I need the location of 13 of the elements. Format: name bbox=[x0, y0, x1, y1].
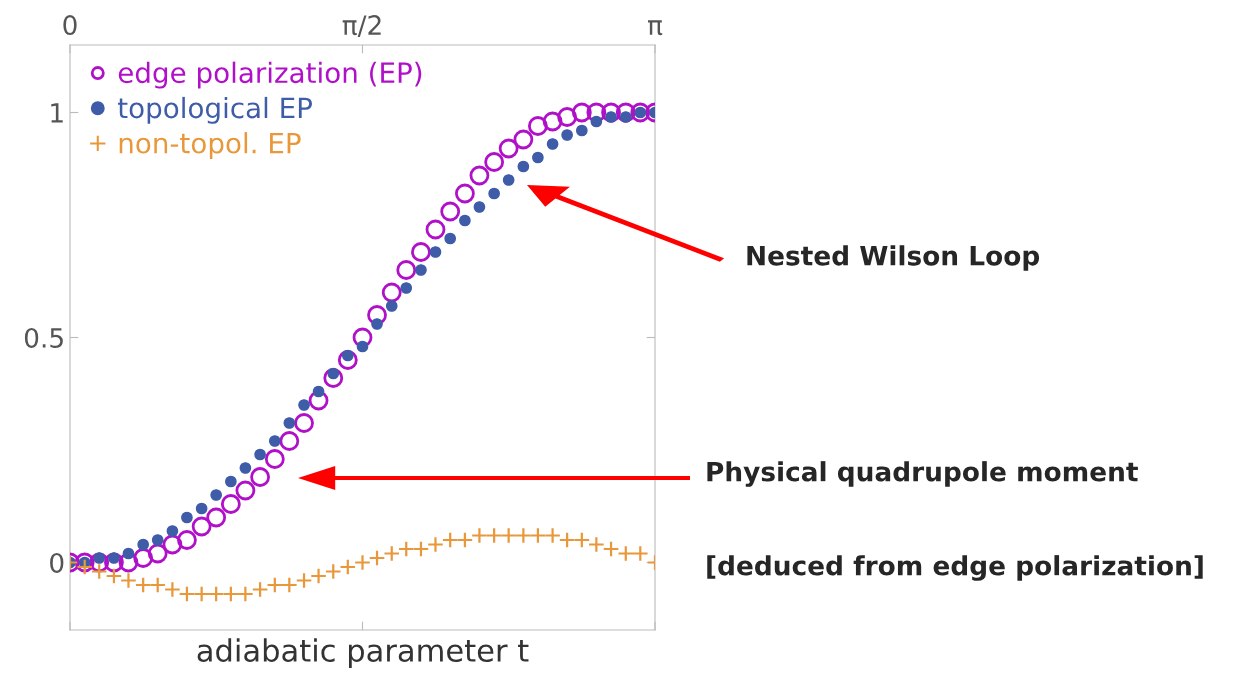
text: Physical quadrupole moment bbox=[707, 461, 1138, 487]
x-tick-label: 0 bbox=[63, 15, 77, 36]
text: [deduced from edge polarization] bbox=[707, 555, 1203, 581]
y-tick-label: 0.5 bbox=[24, 327, 63, 348]
legend-label: non-topol. EP bbox=[119, 132, 301, 159]
legend-label: topological EP bbox=[117, 96, 312, 124]
text: Nested Wilson Loop bbox=[747, 245, 1040, 271]
x-axis-title: adiabatic parameter t bbox=[197, 638, 529, 668]
x-tick-label: π bbox=[648, 20, 663, 36]
y-tick-label: 0 bbox=[50, 552, 64, 573]
y-tick-label: 1 bbox=[51, 103, 63, 123]
x-tick-label: π/2 bbox=[342, 15, 381, 38]
legend-label: edge polarization (EP) bbox=[118, 61, 422, 89]
